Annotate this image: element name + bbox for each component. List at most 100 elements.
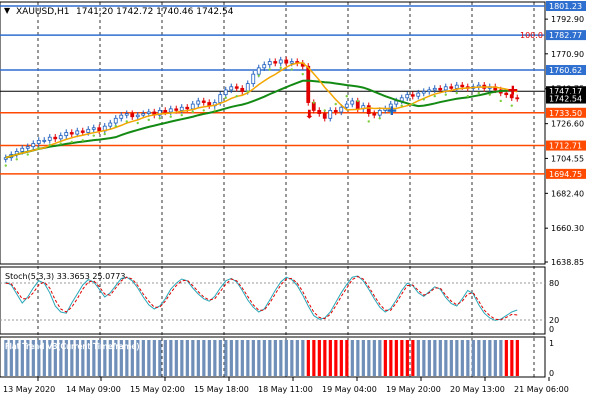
- flat-bar-30: [169, 340, 173, 376]
- candle-body-46: [256, 67, 261, 75]
- level-1712-tag-label: 1712.71: [549, 142, 582, 151]
- flat-bar-80: [444, 340, 448, 376]
- psar-dot-86: [477, 91, 480, 95]
- candle-body-93: [515, 97, 520, 100]
- psar-dot-64: [356, 99, 359, 103]
- symbol-label: XAUUSD,H1: [16, 7, 70, 17]
- candlestick-series: [3, 56, 520, 163]
- psar-dot-90: [499, 99, 502, 103]
- flat-bar-85: [471, 340, 475, 376]
- flat-bar-43: [240, 340, 244, 376]
- flat-bar-45: [251, 340, 255, 376]
- flat-bar-64: [356, 340, 360, 376]
- candle-body-43: [240, 87, 245, 92]
- psar-dot-82: [455, 91, 458, 95]
- flat-bar-68: [378, 340, 382, 376]
- psar-dot-44: [246, 90, 249, 93]
- candle-body-77: [427, 89, 432, 92]
- candle-body-35: [196, 100, 201, 105]
- flat-bar-53: [295, 340, 299, 376]
- candle-body-47: [262, 64, 267, 69]
- flat-bar-75: [416, 340, 420, 376]
- candle-body-12: [69, 132, 74, 135]
- psar-dot-16: [92, 134, 95, 137]
- flat-bar-18: [103, 340, 107, 376]
- price-tick-6: 1660.30: [551, 224, 584, 233]
- candle-body-80: [443, 86, 448, 91]
- candle-body-49: [273, 61, 278, 64]
- candle-body-91: [504, 92, 509, 96]
- candle-body-4: [25, 146, 30, 149]
- psar-dot-60: [334, 102, 337, 106]
- candle-body-34: [190, 103, 195, 110]
- candle-body-51: [284, 59, 289, 64]
- candle-body-66: [366, 105, 371, 114]
- flat-bar-48: [268, 340, 272, 376]
- psar-dot-88: [488, 93, 491, 96]
- flat-bar-9: [53, 340, 57, 376]
- flat-bar-81: [449, 340, 453, 376]
- flat-bar-23: [130, 340, 134, 376]
- flat-bar-56: [312, 340, 316, 376]
- candle-body-39: [218, 94, 223, 103]
- flat-bar-2: [15, 340, 19, 376]
- price-tick-7: 1638.85: [551, 258, 584, 267]
- flat-bar-72: [400, 340, 404, 376]
- flat-tick-0: 0: [549, 369, 554, 378]
- flat-bar-50: [279, 340, 283, 376]
- flat-bar-65: [361, 340, 365, 376]
- price-panel: [0, 1, 546, 265]
- psar-dot-34: [191, 110, 194, 114]
- flat-bar-40: [224, 340, 228, 376]
- flat-bar-15: [86, 340, 90, 376]
- vertical-gridlines: [37, 2, 535, 377]
- flat-bar-73: [405, 340, 409, 376]
- flat-bar-34: [191, 340, 195, 376]
- flat-bar-87: [482, 340, 486, 376]
- candle-body-74: [410, 94, 415, 97]
- time-label-6: 19 May 20:00: [386, 385, 441, 394]
- flat-bar-28: [158, 340, 162, 376]
- flat-bar-58: [323, 340, 327, 376]
- fibo-100-label: 100.0: [520, 31, 543, 40]
- flat-trend-label: Flat Trend V3(Current Timeframe): [5, 342, 140, 351]
- flat-bar-76: [422, 340, 426, 376]
- candle-body-62: [344, 103, 349, 108]
- flat-bar-16: [92, 340, 96, 376]
- flat-bar-41: [229, 340, 233, 376]
- candle-body-63: [350, 100, 355, 105]
- level-1694-tag-label: 1694.75: [549, 170, 582, 179]
- flat-bar-42: [235, 340, 239, 376]
- candle-body-16: [91, 127, 96, 130]
- flat-bar-77: [427, 340, 431, 376]
- psar-dot-32: [180, 113, 183, 117]
- flat-bar-25: [141, 340, 145, 376]
- price-tick-3: 1726.60: [551, 120, 584, 129]
- candle-body-41: [229, 86, 234, 91]
- flat-bar-6: [37, 340, 41, 376]
- flat-bar-46: [257, 340, 261, 376]
- level-1760-tag-label: 1760.62: [549, 66, 582, 75]
- flat-bar-14: [81, 340, 85, 376]
- dropdown-arrow-icon[interactable]: ▼: [4, 6, 11, 15]
- candle-body-45: [251, 73, 256, 85]
- candle-body-50: [278, 59, 283, 64]
- psar-dot-72: [400, 104, 403, 107]
- psar-dot-78: [433, 95, 436, 98]
- psar-dot-40: [224, 96, 227, 100]
- candle-body-3: [20, 147, 25, 152]
- candle-body-26: [146, 111, 151, 114]
- flat-bar-37: [207, 340, 211, 376]
- flat-bar-67: [372, 340, 376, 376]
- stoch-tick-20: 20: [549, 316, 559, 325]
- psar-dot-62: [345, 95, 348, 98]
- signal-arrows: ⬇ ✚ ✚: [304, 84, 518, 122]
- psar-dot-0: [4, 164, 7, 167]
- stochastic-label: Stoch(5,3,3) 33.3653 25.0773: [5, 272, 125, 281]
- level-1760-tag-bg: [546, 65, 586, 76]
- stochastic-panel: [0, 266, 546, 335]
- candle-body-52: [289, 61, 294, 64]
- price-tick-1: 1770.90: [551, 50, 584, 59]
